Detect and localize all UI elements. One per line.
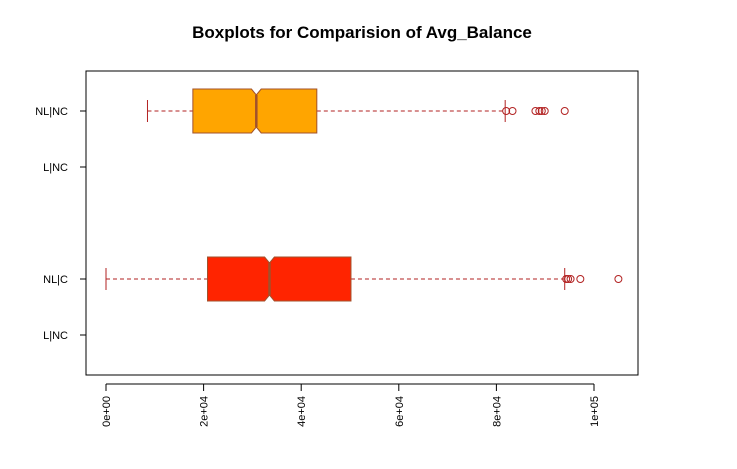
outlier-point: [560, 107, 569, 115]
x-tick-label: 1e+05: [589, 396, 601, 427]
outlier-point: [531, 107, 540, 115]
outlier-point: [508, 107, 517, 115]
outlier-point: [537, 107, 546, 115]
axes: L|NC NL|C L|NC NL|NC 0e+00 2e+04 4e+04 6e+04 8e+…: [35, 106, 601, 427]
x-tick-label: 4e+04: [296, 396, 308, 427]
outlier-point: [535, 107, 544, 115]
y-tick-label: NL|C: [43, 274, 68, 286]
boxplot-marks: [105, 88, 623, 302]
plot-frame: [85, 70, 639, 376]
box-group: [146, 88, 569, 134]
y-tick-label: L|NC: [43, 162, 68, 174]
chart-title: Boxplots for Comparision of Avg_Balance: [192, 23, 532, 42]
outlier-point: [562, 275, 571, 283]
outlier-point: [566, 275, 575, 283]
box-body: [207, 256, 352, 302]
outlier-point: [614, 275, 623, 283]
y-tick-label: NL|NC: [35, 106, 68, 118]
outlier-point: [502, 107, 511, 115]
x-tick-label: 0e+00: [101, 396, 113, 427]
x-tick-label: 6e+04: [394, 396, 406, 427]
outlier-point: [564, 275, 573, 283]
box-group: [105, 256, 623, 302]
box-body: [192, 88, 318, 134]
outlier-point: [540, 107, 549, 115]
x-tick-label: 2e+04: [199, 396, 211, 427]
outlier-point: [576, 275, 585, 283]
y-tick-label: L|NC: [43, 330, 68, 342]
x-tick-label: 8e+04: [491, 396, 503, 427]
